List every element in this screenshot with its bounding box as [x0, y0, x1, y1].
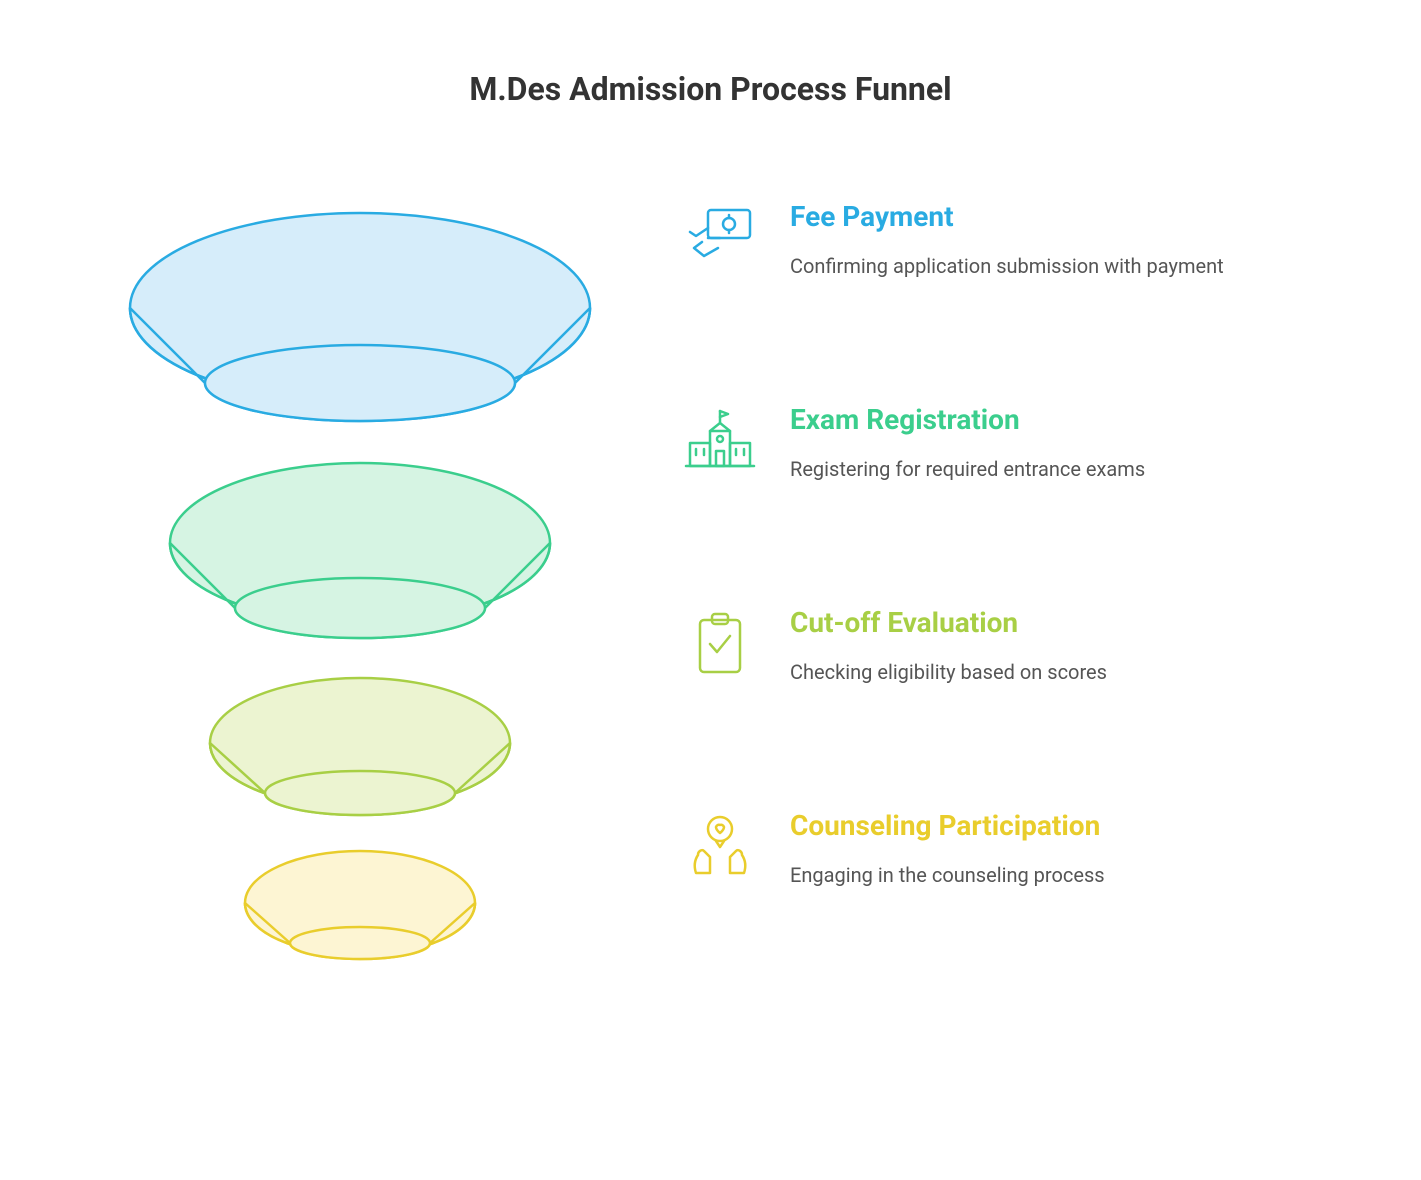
counseling-icon: [680, 807, 760, 887]
step-4-text: Counseling Participation Engaging in the…: [790, 807, 1321, 890]
steps-list: Fee Payment Confirming application submi…: [680, 168, 1321, 890]
step-3-text: Cut-off Evaluation Checking eligibility …: [790, 604, 1321, 687]
step-4-desc: Engaging in the counseling process: [790, 860, 1321, 890]
step-1: Fee Payment Confirming application submi…: [680, 198, 1321, 281]
step-2-text: Exam Registration Registering for requir…: [790, 401, 1321, 484]
step-1-text: Fee Payment Confirming application submi…: [790, 198, 1321, 281]
step-4-title: Counseling Participation: [790, 809, 1321, 842]
step-2: Exam Registration Registering for requir…: [680, 401, 1321, 484]
step-2-desc: Registering for required entrance exams: [790, 454, 1321, 484]
step-3-desc: Checking eligibility based on scores: [790, 657, 1321, 687]
funnel-diagram: [100, 168, 620, 1048]
payment-icon: [680, 198, 760, 278]
main-content: Fee Payment Confirming application submi…: [100, 168, 1321, 1048]
step-1-title: Fee Payment: [790, 200, 1321, 233]
step-3: Cut-off Evaluation Checking eligibility …: [680, 604, 1321, 687]
building-icon: [680, 401, 760, 481]
step-2-title: Exam Registration: [790, 403, 1321, 436]
step-3-title: Cut-off Evaluation: [790, 606, 1321, 639]
page-title: M.Des Admission Process Funnel: [100, 70, 1321, 108]
step-1-desc: Confirming application submission with p…: [790, 251, 1321, 281]
checklist-icon: [680, 604, 760, 684]
step-4: Counseling Participation Engaging in the…: [680, 807, 1321, 890]
